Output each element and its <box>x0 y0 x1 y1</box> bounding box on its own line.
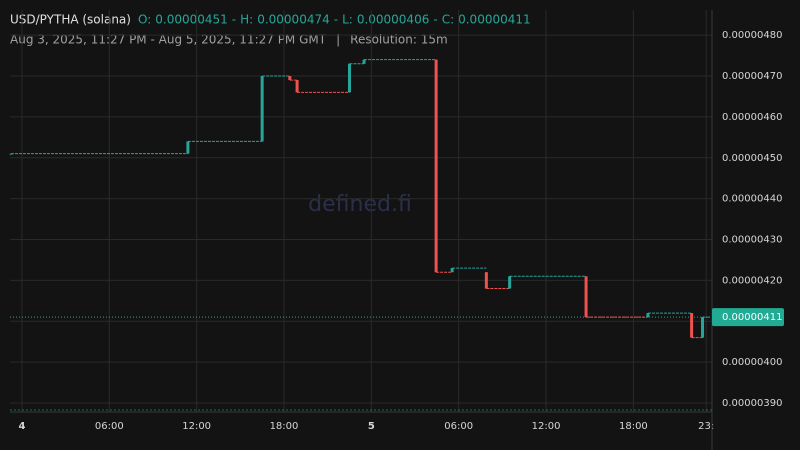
candle-body <box>9 153 13 155</box>
candle-body <box>347 63 351 93</box>
last-price-box <box>712 308 784 327</box>
y-tick-label: 0.00000450 <box>722 153 782 164</box>
resolution: Resolution: 15m <box>350 33 448 47</box>
x-tick-label: 18:00 <box>619 421 648 432</box>
x-tick-label: 5 <box>368 421 375 432</box>
candle-body <box>646 313 650 318</box>
candle-body <box>484 272 488 289</box>
candle-body <box>690 313 694 338</box>
y-tick-label: 0.00000430 <box>722 235 782 246</box>
ohlc-value: 0.00000451 <box>155 13 228 27</box>
ohlc-value: 0.00000411 <box>458 13 531 27</box>
x-tick-label: 12:00 <box>182 421 211 432</box>
ohlc-label: O: <box>138 13 151 27</box>
candle-body <box>362 59 366 64</box>
separator: - <box>334 13 338 27</box>
candle-body <box>260 76 264 142</box>
y-tick-label: 0.00000390 <box>722 398 782 409</box>
last-price-label: 0.00000411 <box>722 312 782 323</box>
y-tick-label: 0.00000460 <box>722 112 782 123</box>
ohlc-label: L: <box>342 13 353 27</box>
separator: - <box>232 13 236 27</box>
ohlc-value: 0.00000406 <box>357 13 430 27</box>
x-tick-label: 18:00 <box>270 421 299 432</box>
separator: - <box>433 13 437 27</box>
y-tick-label: 0.00000470 <box>722 71 782 82</box>
watermark: defined.fi <box>308 192 412 217</box>
x-tick-label: 12:00 <box>532 421 561 432</box>
header: USD/PYTHA (solana) O: 0.00000451- H: 0.00000… <box>10 13 531 47</box>
candle-body <box>450 268 454 273</box>
symbol: USD/PYTHA (solana) <box>10 13 131 27</box>
y-tick-label: 0.00000420 <box>722 275 782 286</box>
candle-body <box>295 80 299 93</box>
y-tick-label: 0.00000480 <box>722 30 782 41</box>
y-tick-label: 0.00000440 <box>722 194 782 205</box>
candle-body <box>288 76 292 81</box>
y-tick-label: 0.00000400 <box>722 357 782 368</box>
candle-body <box>434 59 438 273</box>
x-tick-label: 4 <box>18 421 25 432</box>
candle-body <box>508 276 512 289</box>
candle-body <box>186 141 190 154</box>
date-range: Aug 3, 2025, 11:27 PM - Aug 5, 2025, 11:… <box>10 33 327 47</box>
ohlc-label: H: <box>240 13 253 27</box>
candle-body <box>584 276 588 318</box>
ohlc-value: 0.00000474 <box>257 13 330 27</box>
x-tick-label: 23: <box>698 421 714 432</box>
candle-body <box>701 317 705 338</box>
x-tick-label: 06:00 <box>95 421 124 432</box>
divider: | <box>336 33 340 47</box>
x-tick-label: 06:00 <box>444 421 473 432</box>
ohlc-label: C: <box>442 13 454 27</box>
